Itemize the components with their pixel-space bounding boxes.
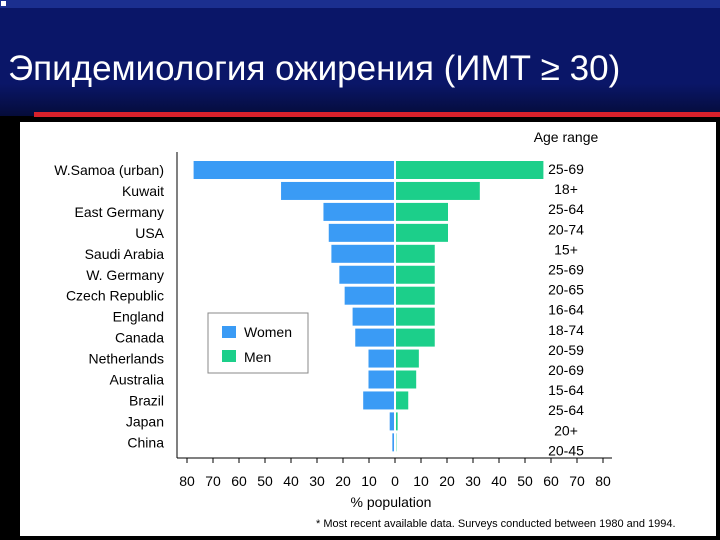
age-range-label: 20-45 (548, 442, 584, 458)
age-range-label: 18-74 (548, 322, 584, 338)
bar-women (323, 202, 395, 221)
age-range-label: 20-65 (548, 282, 584, 298)
country-label: China (127, 434, 164, 450)
bar-women (339, 265, 395, 284)
country-label: Czech Republic (66, 288, 164, 304)
legend-women-swatch (222, 326, 236, 338)
x-tick-label: 40 (283, 473, 299, 489)
bar-men (395, 391, 409, 410)
bar-men (395, 412, 398, 431)
bar-women (368, 349, 395, 368)
bar-women (363, 391, 395, 410)
country-label: Canada (115, 330, 164, 346)
country-label: Netherlands (89, 351, 165, 367)
bar-men (395, 223, 448, 242)
x-tick-label: 30 (309, 473, 325, 489)
x-ticks: 80 70 60 50 40 30 20 10 0 10 20 30 40 50 60 70 80 (179, 458, 611, 489)
bar-women (389, 412, 395, 431)
age-range-label: 20-59 (548, 342, 584, 358)
country-label: Australia (110, 372, 165, 388)
x-tick-label: 60 (543, 473, 559, 489)
age-range-label: 20+ (554, 422, 578, 438)
corner-mark (1, 1, 6, 6)
age-labels: 25-69 18+ 25-64 20-74 15+ 25-69 20-65 16-64 18-7… (548, 161, 584, 458)
bar-women (331, 244, 395, 263)
bars-group (193, 158, 544, 452)
country-labels: W.Samoa (urban) Kuwait East Germany USA Saud… (54, 162, 164, 450)
top-border (0, 0, 720, 8)
x-tick-label: 10 (361, 473, 377, 489)
age-range-label: 25-64 (548, 402, 584, 418)
bar-women (355, 328, 395, 347)
country-label: W.Samoa (urban) (54, 162, 164, 178)
x-tick-label: 20 (335, 473, 351, 489)
country-label: Brazil (129, 392, 164, 408)
legend-box (207, 312, 309, 374)
bar-men (395, 265, 435, 284)
x-tick-label: 50 (517, 473, 533, 489)
bar-men (395, 307, 435, 326)
legend: Women Men (207, 312, 309, 374)
x-tick-label: 80 (595, 473, 611, 489)
legend-men-swatch (222, 350, 236, 362)
x-tick-label: 20 (439, 473, 455, 489)
bar-men (395, 202, 448, 221)
age-range-label: 18+ (554, 181, 578, 197)
bar-women (328, 223, 395, 242)
footnote: * Most recent available data. Surveys co… (316, 518, 676, 530)
bar-women (193, 161, 395, 179)
x-tick-label: 10 (413, 473, 429, 489)
age-range-label: 16-64 (548, 302, 584, 318)
country-label: W. Germany (86, 267, 164, 283)
bar-men (395, 286, 435, 305)
x-tick-label: 60 (231, 473, 247, 489)
slide-title: Эпидемиология ожирения (ИМТ ≥ 30) (8, 49, 621, 88)
bar-men (395, 328, 435, 347)
bar-men (395, 349, 419, 368)
age-range-label: 20-74 (548, 221, 584, 237)
country-label: England (113, 309, 164, 325)
x-tick-label: 70 (569, 473, 585, 489)
age-range-label: 25-69 (548, 262, 584, 278)
age-range-label: 15+ (554, 241, 578, 257)
x-tick-label: 80 (179, 473, 195, 489)
x-tick-label: 50 (257, 473, 273, 489)
country-label: Japan (126, 413, 164, 429)
title-band: Эпидемиология ожирения (ИМТ ≥ 30) (0, 8, 720, 116)
legend-women-label: Women (244, 324, 292, 340)
x-tick-label: 0 (391, 473, 399, 489)
legend-men-label: Men (244, 349, 271, 365)
country-label: Kuwait (122, 183, 164, 199)
bar-men (395, 244, 435, 263)
age-range-label: 25-64 (548, 201, 584, 217)
bar-men (395, 161, 544, 179)
country-label: East Germany (75, 204, 164, 220)
bar-women (368, 370, 395, 389)
age-range-title: Age range (534, 129, 599, 145)
bar-women (344, 286, 395, 305)
age-range-label: 20-69 (548, 362, 584, 378)
x-tick-label: 70 (205, 473, 221, 489)
x-tick-label: 40 (491, 473, 507, 489)
age-range-label: 15-64 (548, 382, 584, 398)
country-label: USA (135, 225, 164, 241)
country-label: Saudi Arabia (85, 246, 165, 262)
accent-line (34, 112, 720, 117)
bar-women (392, 433, 395, 452)
bar-men (395, 181, 480, 200)
bar-men (395, 370, 417, 389)
bar-women (281, 181, 395, 200)
bar-women (352, 307, 395, 326)
x-axis-label: % population (351, 494, 432, 510)
age-range-label: 25-69 (548, 161, 584, 177)
x-tick-label: 30 (465, 473, 481, 489)
